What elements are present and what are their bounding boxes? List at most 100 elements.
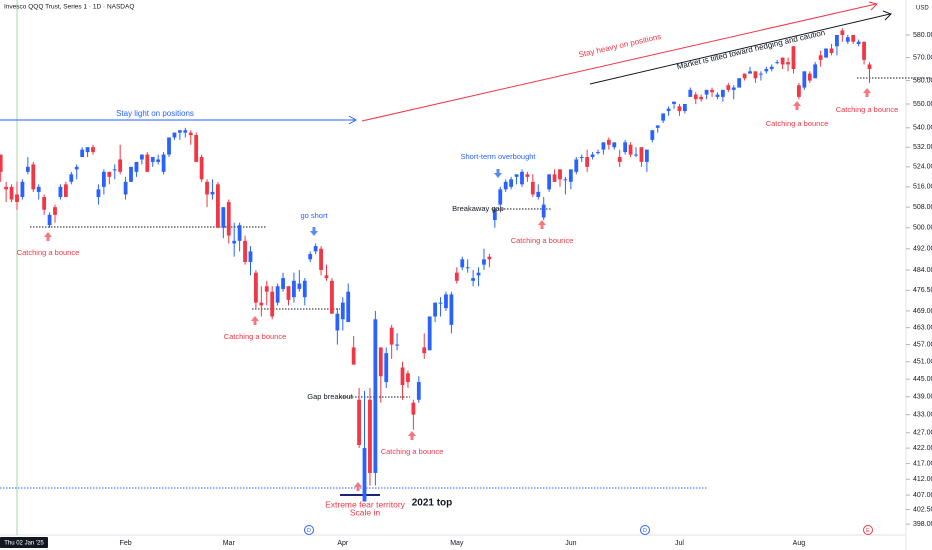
candle-body bbox=[737, 78, 742, 88]
candle-body bbox=[74, 166, 79, 170]
y-tick-label: 439.00 bbox=[913, 394, 932, 401]
candle-body bbox=[807, 73, 812, 81]
candle-body bbox=[759, 73, 763, 75]
candle-body bbox=[612, 142, 617, 148]
x-tick-label: Mar bbox=[223, 540, 236, 547]
candle-body bbox=[123, 181, 128, 195]
event-marker[interactable] bbox=[863, 525, 873, 535]
candle-body bbox=[471, 278, 476, 281]
x-tick-label: Jun bbox=[565, 540, 576, 547]
candle-body bbox=[406, 373, 410, 383]
candle-body bbox=[20, 181, 25, 197]
candle-body bbox=[835, 34, 839, 47]
y-tick-label: 532.00 bbox=[913, 144, 932, 151]
candle-body bbox=[167, 137, 171, 155]
candle-body bbox=[216, 184, 220, 228]
candle-body bbox=[867, 64, 872, 70]
annotation: Catching a bounce bbox=[511, 236, 574, 245]
up-arrow bbox=[408, 431, 416, 440]
candle-body bbox=[384, 353, 389, 383]
y-tick-label: 540.00 bbox=[913, 125, 932, 132]
candle-body bbox=[639, 147, 644, 162]
candle-body bbox=[520, 171, 524, 185]
candle-body bbox=[764, 69, 769, 72]
candle-body bbox=[80, 149, 85, 157]
down-arrow bbox=[310, 227, 318, 236]
y-tick-label: 417.00 bbox=[913, 460, 932, 467]
candle-body bbox=[112, 169, 117, 171]
candle-body bbox=[802, 71, 807, 88]
candle-body bbox=[753, 71, 758, 79]
arrow-head bbox=[348, 115, 358, 125]
candle-body bbox=[42, 196, 47, 210]
candle-body bbox=[552, 174, 557, 182]
candle-body bbox=[150, 156, 155, 162]
candle-body bbox=[672, 101, 676, 104]
y-tick-label: 570.00 bbox=[913, 54, 932, 61]
candle-body bbox=[731, 87, 736, 90]
candle-body bbox=[259, 302, 264, 306]
event-marker[interactable] bbox=[640, 525, 650, 535]
y-tick-label: 476.50 bbox=[913, 287, 932, 294]
candle-body bbox=[579, 156, 584, 158]
candle-body bbox=[221, 207, 226, 228]
candle-body bbox=[264, 286, 269, 292]
candle-body bbox=[313, 246, 318, 252]
candle-body bbox=[47, 214, 52, 226]
y-tick-label: 445.00 bbox=[913, 376, 932, 383]
candle-body bbox=[585, 156, 590, 167]
y-tick-label: 433.00 bbox=[913, 412, 932, 419]
candle-body bbox=[53, 207, 57, 215]
candle-body bbox=[297, 283, 302, 289]
candle-body bbox=[465, 267, 470, 269]
candle-body bbox=[378, 347, 383, 377]
candle-body bbox=[36, 186, 41, 192]
candle-body bbox=[487, 256, 492, 260]
candle-body bbox=[373, 319, 378, 473]
candle-body bbox=[476, 272, 481, 276]
y-tick-label: 451.00 bbox=[913, 359, 932, 366]
annotation: Short-term overbought bbox=[460, 152, 536, 161]
candle-body bbox=[411, 402, 416, 415]
arrow-head bbox=[882, 10, 892, 21]
y-tick-label: 427.00 bbox=[913, 430, 932, 437]
candle-body bbox=[482, 259, 486, 265]
y-tick-label: 469.00 bbox=[913, 308, 932, 315]
candle-body bbox=[775, 62, 780, 64]
candle-body bbox=[389, 327, 394, 345]
candle-body bbox=[699, 96, 704, 100]
candle-body bbox=[270, 291, 275, 317]
candle-body bbox=[786, 62, 790, 65]
candle-body bbox=[688, 89, 693, 97]
candle-body bbox=[661, 113, 666, 121]
currency: USD bbox=[916, 6, 929, 12]
candle-body bbox=[427, 316, 432, 351]
candle-body bbox=[628, 144, 633, 155]
candle-body bbox=[91, 147, 95, 153]
candle-body bbox=[96, 189, 101, 197]
event-marker[interactable] bbox=[304, 525, 314, 535]
candle-body bbox=[275, 286, 280, 303]
candle-body bbox=[704, 89, 709, 95]
annotation: Catching a bounce bbox=[224, 332, 287, 341]
candle-body bbox=[596, 152, 600, 154]
y-tick-label: 398.00 bbox=[913, 521, 932, 528]
annotation: Catching a bounce bbox=[381, 447, 444, 456]
candle-body bbox=[357, 399, 361, 446]
y-tick-label: 524.00 bbox=[913, 164, 932, 171]
candle-body bbox=[438, 302, 443, 304]
red-trend-line bbox=[361, 3, 877, 122]
candle-body bbox=[541, 204, 546, 218]
candle-body bbox=[58, 186, 63, 197]
candle-body bbox=[31, 164, 36, 190]
event-label: D bbox=[307, 528, 311, 534]
annotation: Gap breakout bbox=[307, 392, 353, 401]
candle-body bbox=[590, 154, 595, 157]
candle-body bbox=[547, 174, 552, 190]
candle-body bbox=[161, 154, 166, 172]
candle-body bbox=[498, 189, 503, 205]
candle-body bbox=[797, 85, 801, 97]
y-tick-label: 508.00 bbox=[913, 204, 932, 211]
